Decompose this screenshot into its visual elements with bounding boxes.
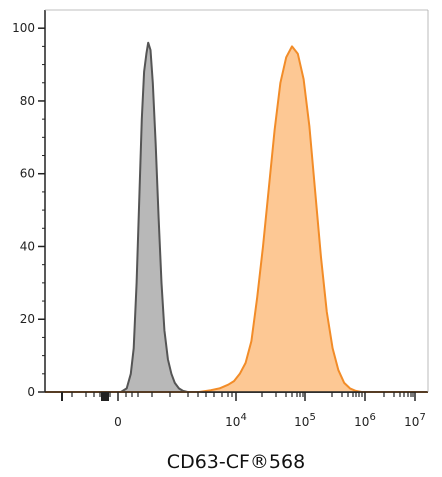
x-tick-label-base: 10	[225, 415, 240, 429]
y-ticks: 0 20 40 60 80 100	[12, 21, 45, 399]
x-tick-label-base: 10	[404, 415, 419, 429]
x-tick-label-base: 10	[354, 415, 369, 429]
x-tick-label-base: 10	[294, 415, 309, 429]
x-tick-labels: 0 104 105 106 107	[114, 392, 426, 429]
y-tick-label-0: 0	[27, 385, 35, 399]
x-tick-label-7: 107	[404, 412, 426, 429]
y-tick-label-60: 60	[20, 167, 35, 181]
series-1-line	[45, 45, 428, 393]
y-tick-label-20: 20	[20, 312, 35, 326]
series-1-area	[45, 46, 428, 393]
axes-layer	[44, 9, 429, 393]
y-tick-label-100: 100	[12, 21, 35, 35]
series-0-area	[45, 42, 428, 392]
x-tick-label-5: 105	[294, 412, 316, 429]
x-minor-ticks	[61, 392, 414, 401]
x-tick-label-base: 0	[114, 415, 122, 429]
x-tick-label-exponent: 7	[419, 412, 425, 423]
series-layer	[45, 41, 428, 393]
y-tick-label-40: 40	[20, 239, 35, 253]
x-tick-label-exponent: 6	[369, 412, 375, 423]
x-tick-label-4: 104	[225, 412, 247, 429]
x-tick-label-exponent: 5	[309, 412, 315, 423]
x-tick-label-exponent: 4	[240, 412, 246, 423]
x-axis-title: CD63-CF®568	[167, 451, 305, 473]
y-tick-label-80: 80	[20, 94, 35, 108]
series-0-line	[45, 41, 428, 393]
x-tick-label-0: 0	[114, 415, 122, 429]
x-tick-label-6: 106	[354, 412, 376, 429]
